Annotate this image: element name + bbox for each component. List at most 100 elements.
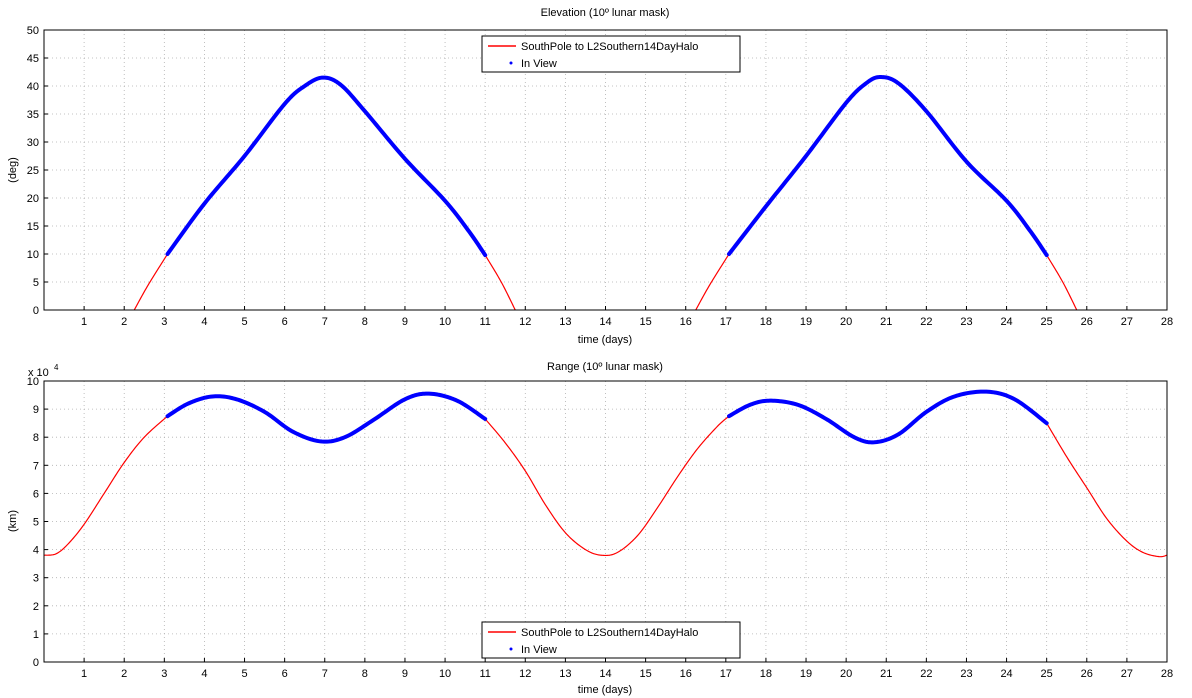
range-link-line-segment [1046, 422, 1168, 558]
elevation-x-tick-label: 1 [81, 316, 87, 328]
elevation-x-tick-label: 20 [840, 316, 852, 328]
range-x-tick-label: 7 [322, 668, 328, 680]
range-grid [44, 380, 1168, 663]
elevation-y-tick-label: 20 [27, 193, 39, 205]
range-legend-series-2: In View [521, 644, 557, 656]
range-legend-marker-swatch [509, 647, 513, 651]
elevation-x-tick-label: 2 [121, 316, 127, 328]
range-link-line-segment [43, 415, 168, 556]
range-series [43, 389, 1168, 558]
range-legend: SouthPole to L2Southern14DayHalo In View [481, 621, 741, 659]
range-x-tick-label: 14 [599, 668, 611, 680]
elevation-x-tick-label: 11 [479, 316, 490, 328]
range-legend-series-1: SouthPole to L2Southern14DayHalo [521, 627, 698, 639]
elevation-y-tick-label: 35 [27, 109, 39, 121]
elevation-x-ticks: 1 2 3 4 5 6 7 8 9 10 11 12 13 14 15 16 17 18 19 20 21 22 23 24 2… [81, 306, 1173, 328]
range-legend-box [481, 621, 741, 659]
elevation-y-tick-label: 45 [27, 53, 39, 65]
elevation-x-tick-label: 9 [402, 316, 408, 328]
range-y-ticks: 0 1 2 3 4 5 6 7 8 9 10 [27, 376, 48, 669]
range-x-tick-label: 5 [241, 668, 247, 680]
range-x-tick-label: 2 [121, 668, 127, 680]
range-x-tick-label: 8 [362, 668, 368, 680]
elevation-x-tick-label: 13 [559, 316, 571, 328]
range-x-tick-label: 24 [1000, 668, 1012, 680]
range-y-tick-label: 6 [33, 488, 39, 500]
elevation-link-line-segment [484, 254, 516, 311]
elevation-x-tick-label: 21 [880, 316, 892, 328]
elevation-y-ticks: 0 5 10 15 20 25 30 35 40 45 50 [27, 25, 48, 317]
elevation-axes-frame [43, 29, 1168, 311]
elevation-x-tick-label: 16 [680, 316, 692, 328]
elevation-in-view-segment [727, 75, 1049, 258]
elevation-x-tick-label: 5 [241, 316, 247, 328]
elevation-x-tick-label: 22 [920, 316, 932, 328]
elevation-y-tick-label: 5 [33, 277, 39, 289]
elevation-x-tick-label: 18 [760, 316, 772, 328]
elevation-x-tick-label: 4 [201, 316, 207, 328]
range-y-label: (km) [7, 510, 19, 532]
range-x-tick-label: 4 [201, 668, 207, 680]
elevation-x-tick-label: 12 [519, 316, 531, 328]
elevation-link-line-segment [1046, 254, 1078, 311]
range-x-tick-label: 13 [559, 668, 571, 680]
range-x-tick-label: 18 [760, 668, 772, 680]
elevation-x-tick-label: 14 [599, 316, 611, 328]
elevation-x-tick-label: 17 [720, 316, 732, 328]
range-y-tick-label: 8 [33, 432, 39, 444]
elevation-link-line-segment [695, 253, 730, 311]
elevation-x-tick-label: 28 [1161, 316, 1173, 328]
range-y-exponent-label: x 10 [28, 367, 49, 379]
elevation-x-tick-label: 15 [639, 316, 651, 328]
range-x-tick-label: 28 [1161, 668, 1173, 680]
range-title: Range (10º lunar mask) [547, 361, 663, 373]
elevation-x-tick-label: 6 [282, 316, 288, 328]
range-x-tick-label: 25 [1041, 668, 1053, 680]
elevation-y-label: (deg) [7, 157, 19, 183]
elevation-legend-marker-swatch [509, 61, 513, 65]
range-x-tick-label: 15 [639, 668, 651, 680]
elevation-legend-box [481, 35, 741, 73]
range-x-label: time (days) [578, 684, 632, 696]
elevation-x-tick-label: 23 [960, 316, 972, 328]
elevation-x-tick-label: 10 [439, 316, 451, 328]
range-x-tick-label: 19 [800, 668, 812, 680]
range-y-tick-label: 10 [27, 376, 39, 388]
range-y-tick-label: 5 [33, 517, 39, 529]
elevation-title: Elevation (10º lunar mask) [541, 7, 670, 19]
range-x-tick-label: 23 [960, 668, 972, 680]
range-x-tick-label: 11 [479, 668, 490, 680]
elevation-y-tick-label: 0 [33, 305, 39, 317]
range-chart: 1 2 3 4 5 6 7 8 9 10 11 12 13 14 15 16 17 18 19 20 21 22 23 24 2… [7, 361, 1173, 696]
elevation-x-tick-label: 7 [322, 316, 328, 328]
elevation-x-tick-label: 27 [1121, 316, 1133, 328]
elevation-y-tick-label: 50 [27, 25, 39, 37]
range-x-tick-label: 10 [439, 668, 451, 680]
range-x-ticks: 1 2 3 4 5 6 7 8 9 10 11 12 13 14 15 16 17 18 19 20 21 22 23 24 2… [81, 658, 1173, 680]
range-y-exponent-power: 4 [54, 363, 59, 372]
range-in-view-segment [727, 389, 1049, 445]
range-x-tick-label: 27 [1121, 668, 1133, 680]
range-x-tick-label: 9 [402, 668, 408, 680]
range-x-tick-label: 16 [680, 668, 692, 680]
range-x-tick-label: 1 [81, 668, 87, 680]
range-x-tick-label: 12 [519, 668, 531, 680]
elevation-x-tick-label: 25 [1041, 316, 1053, 328]
range-x-tick-label: 6 [282, 668, 288, 680]
range-y-tick-label: 9 [33, 404, 39, 416]
range-x-tick-label: 17 [720, 668, 732, 680]
elevation-in-view-segment [165, 75, 488, 258]
range-axes-frame [43, 380, 1168, 663]
elevation-legend-series-1: SouthPole to L2Southern14DayHalo [521, 41, 698, 53]
elevation-x-tick-label: 19 [800, 316, 812, 328]
elevation-y-tick-label: 25 [27, 165, 39, 177]
range-x-tick-label: 26 [1081, 668, 1093, 680]
elevation-chart: 1 2 3 4 5 6 7 8 9 10 11 12 13 14 15 16 17 18 19 20 21 22 23 24 2… [7, 7, 1173, 346]
elevation-y-tick-label: 40 [27, 81, 39, 93]
elevation-x-tick-label: 24 [1000, 316, 1012, 328]
range-x-tick-label: 3 [161, 668, 167, 680]
elevation-x-tick-label: 3 [161, 316, 167, 328]
range-x-tick-label: 21 [880, 668, 892, 680]
